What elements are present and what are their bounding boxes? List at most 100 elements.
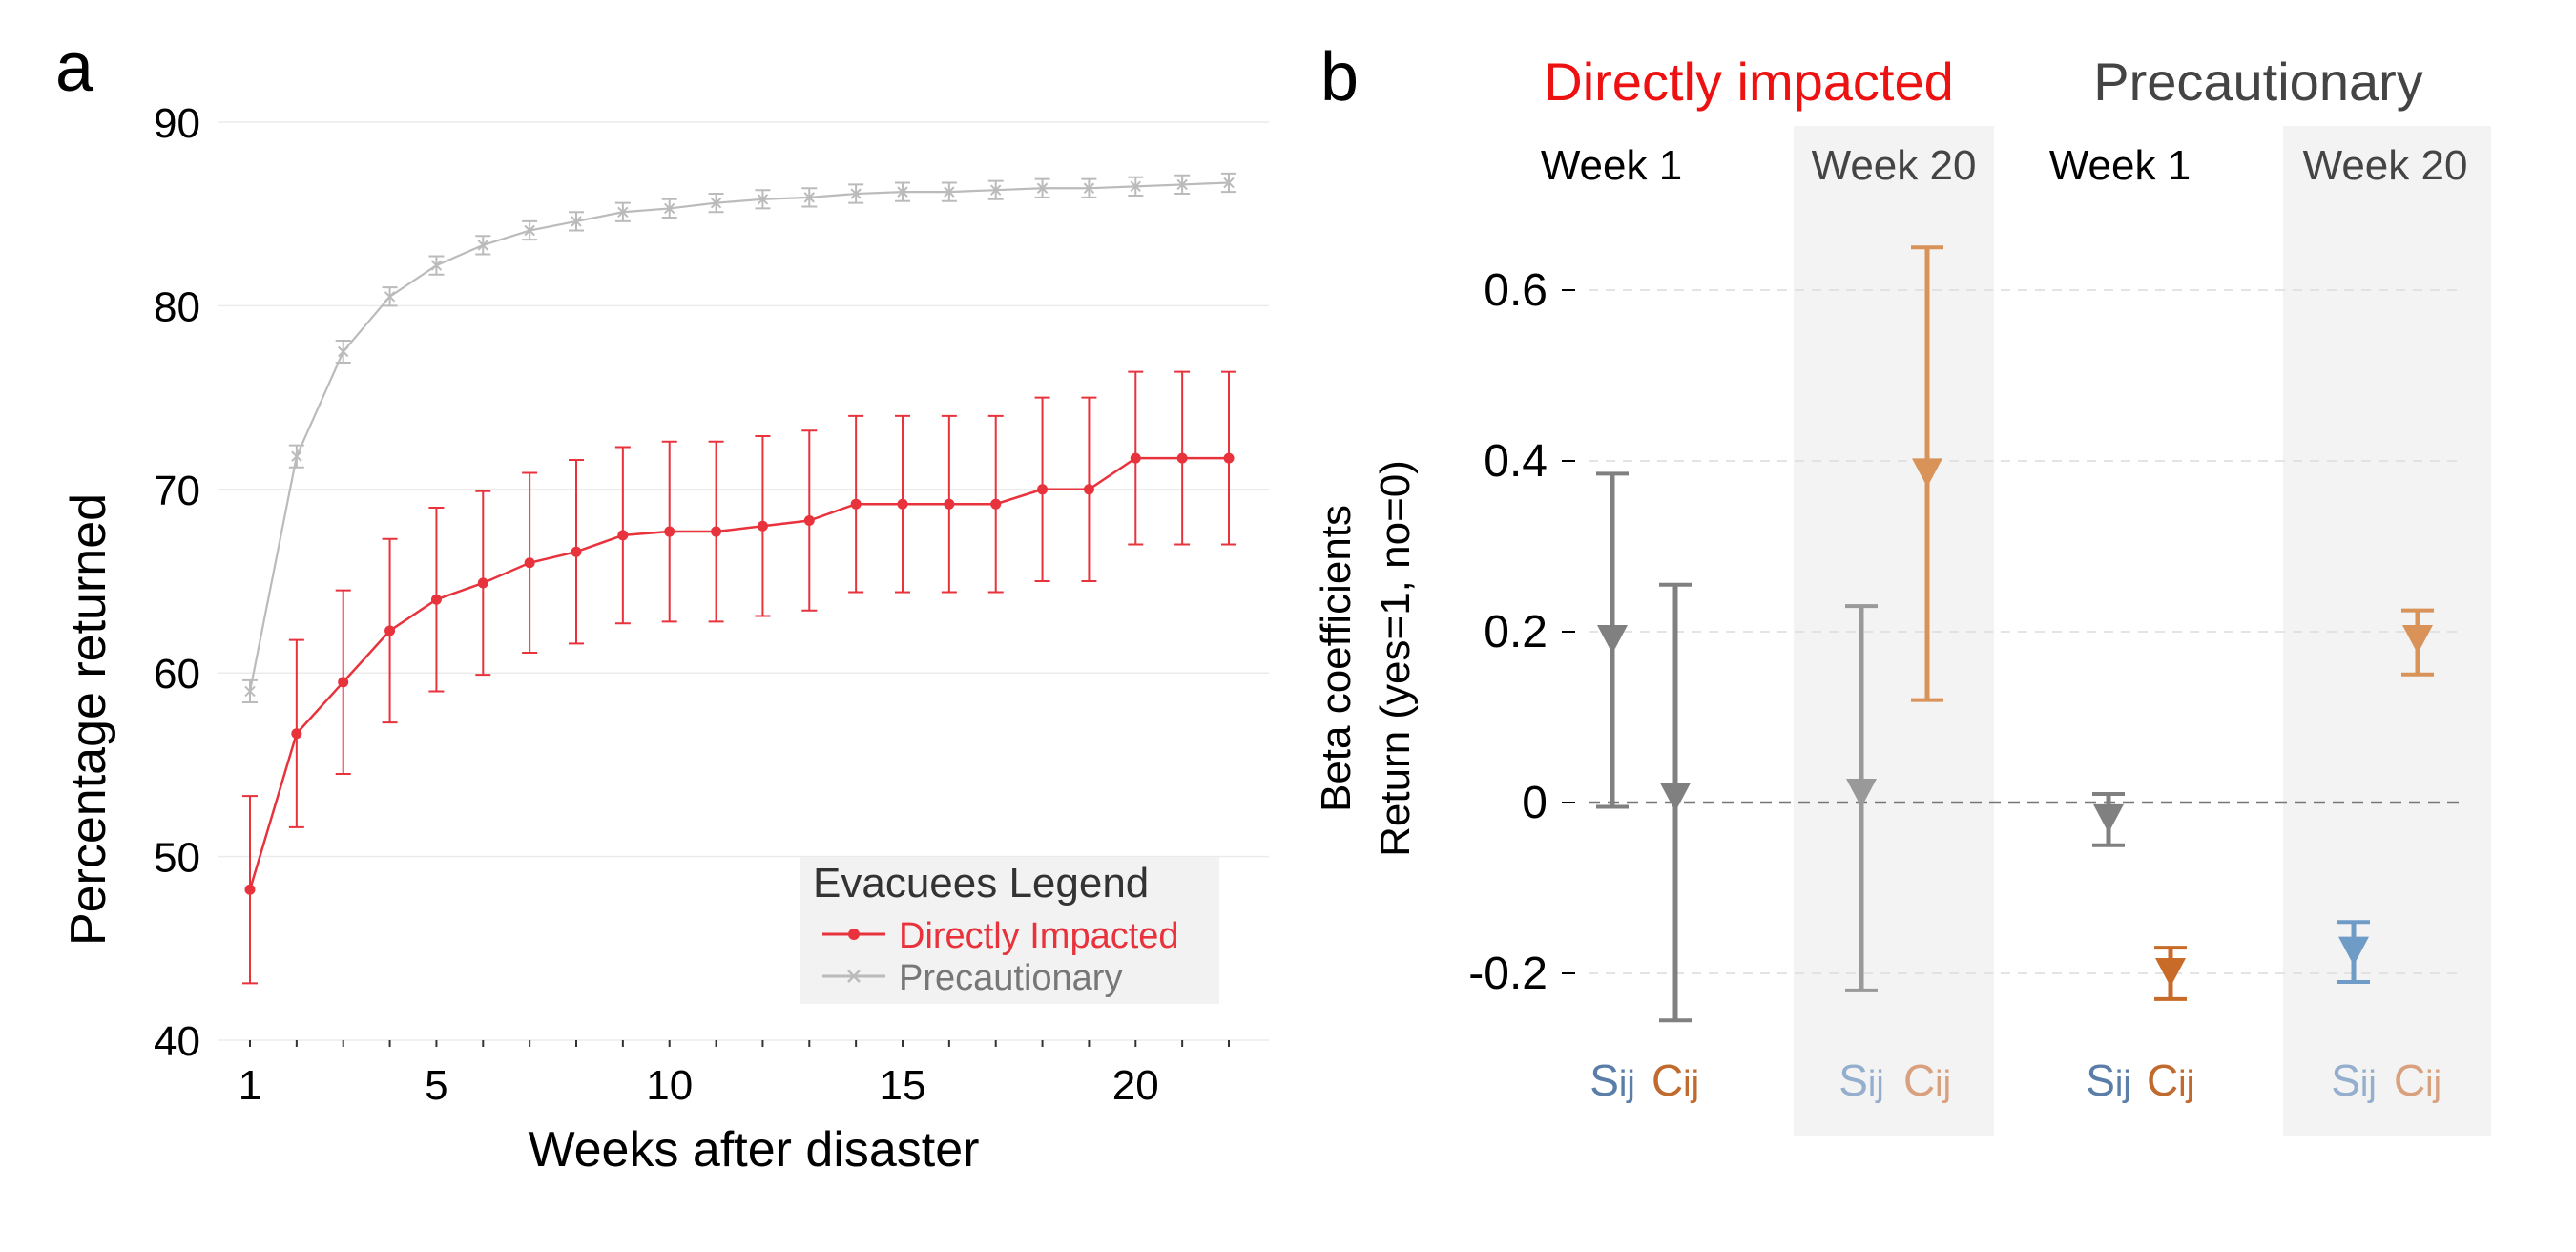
variable-label-cij: Cij [2394, 1055, 2441, 1105]
coef-marker [2338, 936, 2369, 966]
data-point [1176, 452, 1188, 464]
data-point [244, 685, 256, 698]
legend-marker-directly-impacted [848, 929, 860, 940]
data-point [944, 186, 955, 198]
data-point [524, 224, 535, 237]
data-point [384, 625, 396, 636]
panel-a-series [242, 172, 1236, 985]
coef-marker [2093, 803, 2124, 833]
data-point [850, 188, 862, 199]
coef-precautionary-week20-cij [2401, 608, 2434, 677]
variable-label-sij: Sij [2331, 1055, 2377, 1105]
data-point [291, 728, 302, 740]
data-point [850, 498, 862, 510]
data-point [244, 884, 256, 895]
x-tick-label-a: 20 [1112, 1062, 1159, 1109]
panel-b-gridlines [1589, 289, 2462, 974]
y-tick-label-a: 90 [154, 100, 200, 147]
variable-label-sij: Sij [1839, 1055, 1884, 1105]
coef-precautionary-week1-sij [2092, 792, 2125, 847]
data-point [803, 515, 815, 527]
legend-title: Evacuees Legend [813, 860, 1149, 907]
legend-marker-precautionary [847, 970, 861, 983]
week-label-pr-week-1: Week 1 [2049, 142, 2191, 189]
data-point [944, 498, 955, 510]
coef-precautionary-week20-sij [2337, 920, 2370, 984]
y-tick-label-a: 50 [154, 835, 200, 882]
data-point [291, 450, 302, 462]
data-point [477, 240, 488, 251]
group-title-directly-impacted: Directly impacted [1544, 52, 1953, 112]
data-point [338, 345, 349, 358]
panel-b-coefficients [1596, 245, 2434, 1023]
panel-a-y-tick-labels: 40 50 60 70 80 90 [154, 100, 200, 1065]
data-point [1083, 182, 1095, 194]
data-point [430, 260, 443, 271]
data-point [990, 184, 1002, 196]
panel-b-y-axis-label-line-1: Beta coefficients [1313, 505, 1360, 812]
data-point [617, 206, 629, 218]
y-tick-label-a: 40 [154, 1018, 200, 1065]
y-tick-label-b: 0.2 [1484, 607, 1548, 657]
panel-b-y-tick-labels: -0.2 0 0.2 0.4 0.6 [1468, 265, 1575, 999]
data-point [571, 546, 582, 557]
data-point [1223, 177, 1235, 189]
data-point [1176, 178, 1188, 191]
series-directly-impacted [242, 370, 1236, 985]
legend-background [800, 857, 1219, 1004]
data-point [1223, 452, 1235, 464]
week-label-di-week-1: Week 1 [1541, 142, 1682, 189]
coef-directly-week20-sij [1845, 604, 1878, 992]
data-point [617, 530, 629, 541]
panel-a-x-tick-labels: 1 5 10 15 20 [239, 1040, 1230, 1109]
data-point [710, 197, 722, 209]
panel-b-label: b [1320, 39, 1359, 115]
panel-b-y-axis-label-line-2: Return (yes=1, no=0) [1372, 460, 1419, 857]
x-tick-label-a: 5 [425, 1062, 447, 1109]
y-tick-label-a: 70 [154, 468, 200, 514]
panel-b-variable-labels: Sij Cij Sij Cij Sij Cij Sij Cij [1589, 1055, 2441, 1105]
data-point [1083, 484, 1094, 495]
data-point [664, 202, 675, 215]
y-tick-label-b: 0.4 [1484, 436, 1548, 487]
variable-label-sij: Sij [1589, 1055, 1635, 1105]
coef-marker [1660, 782, 1691, 812]
data-point [477, 577, 488, 589]
coef-precautionary-week1-cij [2154, 946, 2187, 1001]
data-point [757, 520, 768, 532]
variable-label-cij: Cij [1903, 1055, 1951, 1105]
data-point [1130, 180, 1141, 193]
data-point [757, 194, 769, 205]
week-label-di-week-20: Week 20 [1812, 142, 1977, 189]
coef-directly-week1-cij [1659, 582, 1692, 1023]
variable-label-cij: Cij [2147, 1055, 2194, 1105]
data-point [711, 526, 722, 537]
x-tick-label-a: 15 [880, 1062, 926, 1109]
variable-label-sij: Sij [2086, 1055, 2131, 1105]
panel-b: b Directly impacted Precautionary Week 1… [1313, 39, 2491, 1136]
coef-marker [2402, 624, 2433, 654]
x-tick-label-a: 10 [646, 1062, 693, 1109]
panel-a-label: a [55, 30, 94, 106]
legend-label-directly-impacted: Directly Impacted [899, 916, 1179, 956]
week-label-pr-week-20: Week 20 [2303, 142, 2468, 189]
series-precautionary [242, 172, 1236, 703]
data-point [571, 216, 582, 227]
series-line [248, 456, 1229, 890]
shade-precautionary-week-20 [2283, 126, 2491, 1136]
coef-marker [1846, 779, 1877, 808]
y-tick-label-b: -0.2 [1468, 949, 1548, 999]
coef-directly-week1-sij [1596, 471, 1629, 809]
series-line [248, 181, 1230, 692]
group-title-precautionary: Precautionary [2093, 52, 2423, 112]
panel-a-y-axis-label: Percentage returned [61, 493, 116, 946]
x-tick-label-a: 1 [239, 1062, 261, 1109]
data-point [1130, 452, 1141, 464]
data-point [897, 186, 908, 198]
panel-a-x-axis-label: Weeks after disaster [528, 1122, 979, 1178]
variable-label-cij: Cij [1652, 1055, 1699, 1105]
legend-label-precautionary: Precautionary [899, 958, 1122, 998]
data-point [803, 192, 815, 203]
y-tick-label-b: 0.6 [1484, 265, 1548, 316]
